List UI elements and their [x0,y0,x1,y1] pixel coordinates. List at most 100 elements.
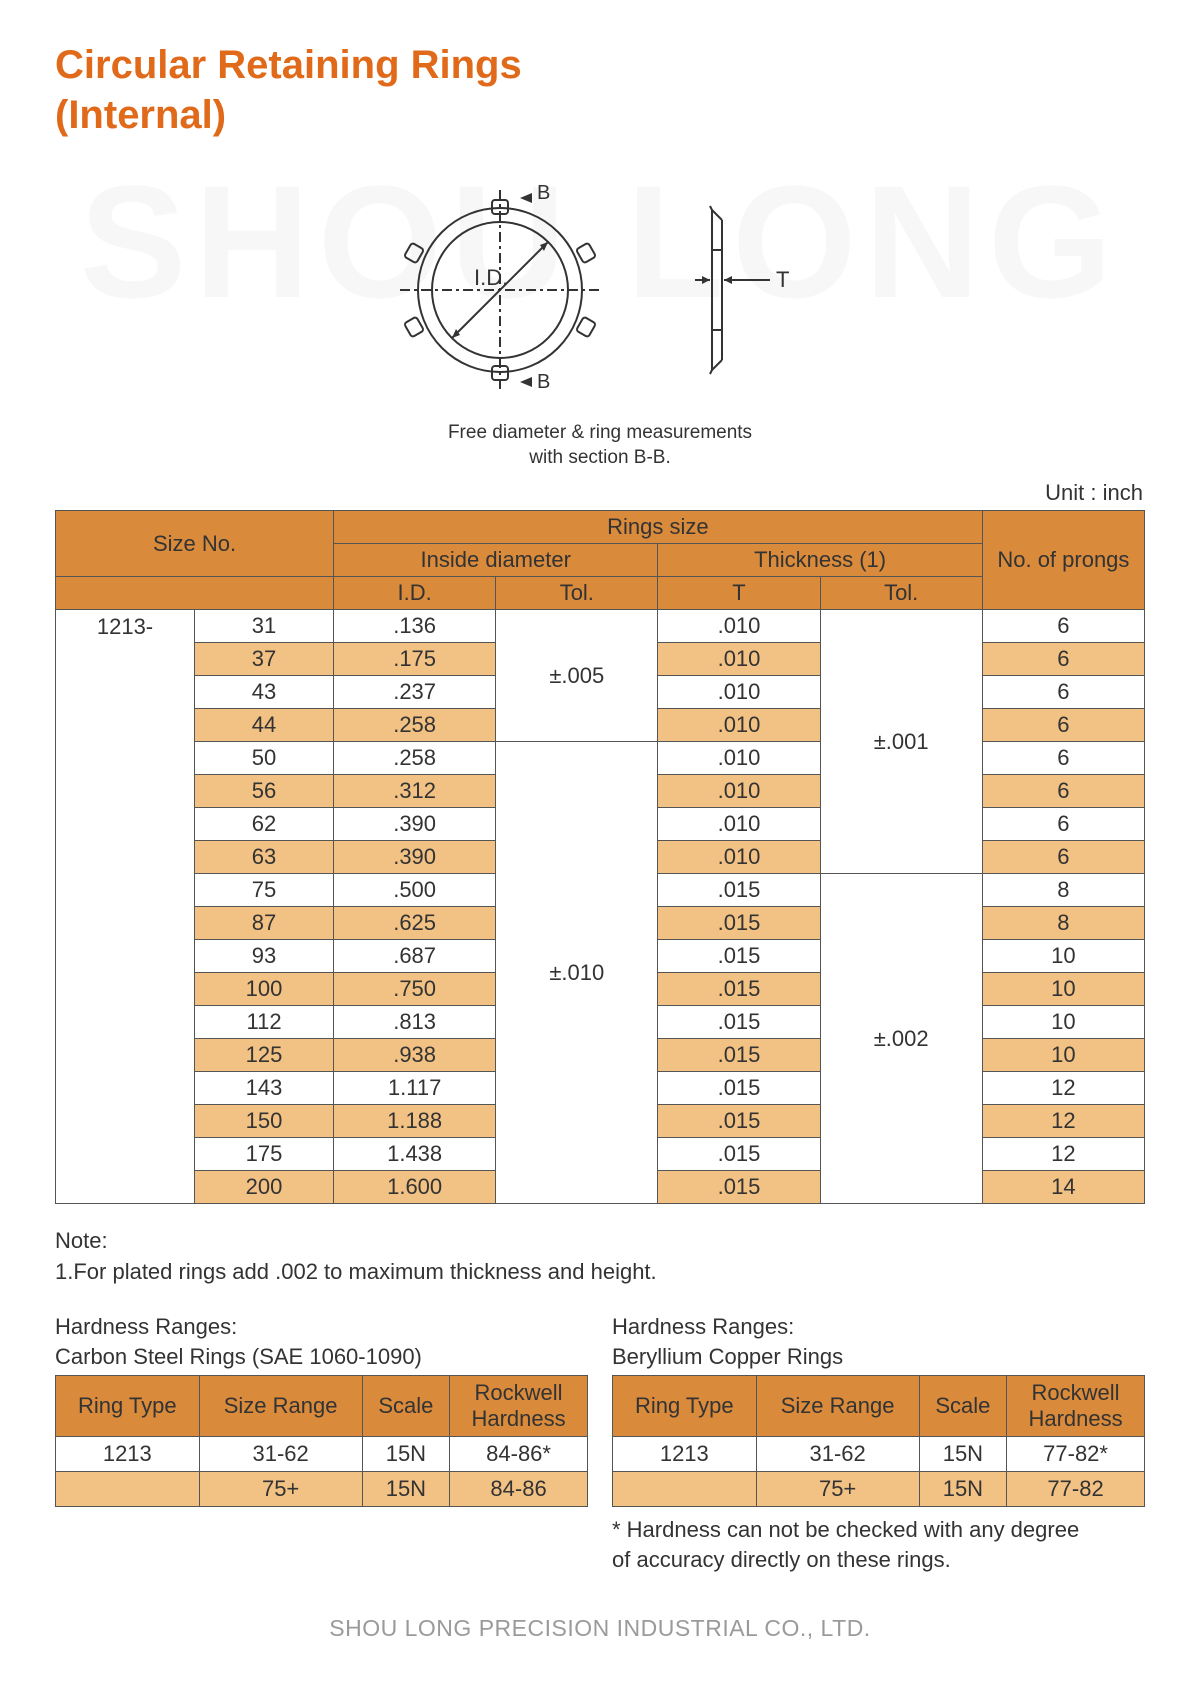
thickness: .015 [658,1171,820,1204]
inside-diameter: .390 [334,841,496,874]
inside-diameter: .500 [334,874,496,907]
hardness-cell: 75+ [199,1472,362,1507]
no-of-prongs: 6 [982,808,1144,841]
hardness-cell: 77-82* [1007,1437,1145,1472]
hardness-cell: 31-62 [756,1437,919,1472]
inside-diameter: .175 [334,643,496,676]
no-of-prongs: 14 [982,1171,1144,1204]
no-of-prongs: 6 [982,643,1144,676]
hardness-col: RockwellHardness [1007,1376,1145,1437]
col-inside-diameter: Inside diameter [334,544,658,577]
hardness-col: RockwellHardness [450,1376,588,1437]
hardness-cell: 31-62 [199,1437,362,1472]
b-label-bottom: B [537,371,550,393]
size-no: 31 [195,610,334,643]
hardness-cell: 84-86 [450,1472,588,1507]
note-block: Note: 1.For plated rings add .002 to max… [55,1226,1145,1288]
size-prefix: 1213- [56,610,195,1204]
no-of-prongs: 8 [982,907,1144,940]
thickness: .015 [658,907,820,940]
t-label: T [776,267,789,292]
company-footer: SHOU LONG PRECISION INDUSTRIAL CO., LTD. [55,1615,1145,1642]
size-no: 87 [195,907,334,940]
t-tolerance: ±.002 [820,874,982,1204]
col-rings-size: Rings size [334,511,983,544]
title-line-2: (Internal) [55,93,226,137]
no-of-prongs: 8 [982,874,1144,907]
hardness-footnote: * Hardness can not be checked with any d… [612,1515,1145,1574]
no-of-prongs: 6 [982,676,1144,709]
no-of-prongs: 6 [982,709,1144,742]
size-no: 63 [195,841,334,874]
diagram-caption: Free diameter & ring measurements with s… [55,421,1145,470]
hardness-cell: 77-82 [1007,1472,1145,1507]
thickness: .015 [658,940,820,973]
col-id: I.D. [334,577,496,610]
thickness: .015 [658,874,820,907]
unit-label: Unit : inch [55,480,1145,506]
thickness: .015 [658,1039,820,1072]
id-tolerance: ±.005 [496,610,658,742]
no-of-prongs: 12 [982,1138,1144,1171]
thickness: .015 [658,1138,820,1171]
inside-diameter: .136 [334,610,496,643]
hardness-cell: 15N [362,1472,450,1507]
t-tolerance: ±.001 [820,610,982,874]
size-no: 125 [195,1039,334,1072]
thickness: .010 [658,676,820,709]
no-of-prongs: 10 [982,940,1144,973]
hardness-cell: 15N [919,1437,1007,1472]
hardness-table-left: Ring TypeSize RangeScaleRockwellHardness… [55,1375,588,1507]
diagram-svg: I.D. B B T [340,150,860,410]
thickness: .015 [658,1105,820,1138]
caption-line-1: Free diameter & ring measurements [448,422,752,443]
no-of-prongs: 10 [982,1039,1144,1072]
hardness-cell: 84-86* [450,1437,588,1472]
thickness: .010 [658,742,820,775]
no-of-prongs: 6 [982,610,1144,643]
size-no: 150 [195,1105,334,1138]
inside-diameter: .390 [334,808,496,841]
inside-diameter: .750 [334,973,496,1006]
inside-diameter: 1.438 [334,1138,496,1171]
footnote-l1: * Hardness can not be checked with any d… [612,1517,1079,1542]
inside-diameter: .312 [334,775,496,808]
hardness-cell: 75+ [756,1472,919,1507]
hardness-right-t2: Beryllium Copper Rings [612,1344,843,1369]
thickness: .015 [658,1006,820,1039]
hardness-right-t1: Hardness Ranges: [612,1314,794,1339]
thickness: .010 [658,643,820,676]
size-no: 93 [195,940,334,973]
ring-diagram: I.D. B B T Free diameter & ring measurem… [55,150,1145,470]
hardness-cell [613,1472,757,1507]
note-heading: Note: [55,1228,108,1253]
hardness-cell: 1213 [56,1437,200,1472]
size-no: 175 [195,1138,334,1171]
inside-diameter: .938 [334,1039,496,1072]
size-no: 37 [195,643,334,676]
size-no: 143 [195,1072,334,1105]
size-no: 43 [195,676,334,709]
col-t: T [658,577,820,610]
no-of-prongs: 6 [982,742,1144,775]
spec-table: Size No. Rings size No. of prongs Inside… [55,510,1145,1204]
hardness-col: Ring Type [613,1376,757,1437]
no-of-prongs: 12 [982,1072,1144,1105]
size-no: 44 [195,709,334,742]
no-of-prongs: 10 [982,973,1144,1006]
hardness-cell: 15N [362,1437,450,1472]
thickness: .015 [658,973,820,1006]
size-no: 100 [195,973,334,1006]
hardness-cell: 15N [919,1472,1007,1507]
hardness-col: Scale [362,1376,450,1437]
size-no: 112 [195,1006,334,1039]
b-label-top: B [537,182,550,204]
inside-diameter: .813 [334,1006,496,1039]
thickness: .010 [658,841,820,874]
thickness: .010 [658,808,820,841]
no-of-prongs: 12 [982,1105,1144,1138]
thickness: .015 [658,1072,820,1105]
size-no: 200 [195,1171,334,1204]
col-t-tol: Tol. [820,577,982,610]
size-no: 56 [195,775,334,808]
